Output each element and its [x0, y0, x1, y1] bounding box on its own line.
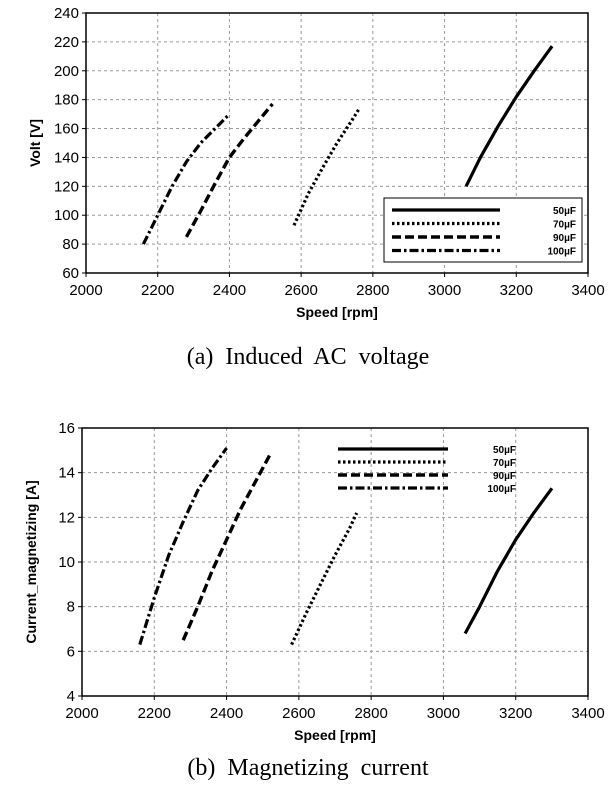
x-tick-label: 2000	[69, 282, 102, 299]
series-line-70uf	[290, 512, 359, 646]
y-tick-label: 4	[67, 688, 75, 705]
x-axis-label: Speed [rpm]	[296, 304, 378, 320]
series-line-100uf	[141, 112, 231, 245]
y-axis-label: Volt [V]	[27, 119, 43, 167]
legend-entry-label: 50µF	[493, 445, 516, 456]
series-line-70uf	[292, 108, 360, 226]
legend-entry-label: 100µF	[487, 484, 516, 495]
x-tick-label: 2200	[138, 705, 171, 722]
caption-a: (a) Induced AC voltage	[186, 344, 430, 370]
legend: 50µF 70µF 90µF 100µF	[338, 445, 516, 495]
x-tick-label: 2800	[354, 705, 387, 722]
x-tick-label: 3000	[428, 282, 461, 299]
y-tick-label: 60	[62, 265, 79, 282]
y-tick-label: 80	[62, 236, 79, 253]
plot-frame	[85, 12, 589, 274]
x-tick-label: 3400	[571, 705, 604, 722]
series-line-50uf	[463, 487, 554, 635]
x-tick-label: 2400	[210, 705, 243, 722]
y-tick-label: 180	[54, 92, 79, 109]
legend-entry-label: 50µF	[553, 206, 576, 217]
x-tick-label: 2400	[213, 282, 246, 299]
x-tick-label: 2600	[282, 705, 315, 722]
y-tick-label: 120	[54, 178, 79, 195]
legend-entry-label: 70µF	[553, 220, 576, 231]
y-tick-label: 16	[58, 420, 75, 437]
legend: 50µF 70µF 90µF 100µF	[383, 197, 583, 263]
x-tick-label: 3400	[571, 282, 604, 299]
y-tick-label: 12	[58, 509, 75, 526]
series-line-90uf	[181, 453, 272, 641]
x-tick-label: 2200	[141, 282, 174, 299]
legend-entry-label: 90µF	[553, 233, 576, 244]
y-tick-label: 200	[54, 63, 79, 80]
chart-a-svg: 2000 2200 2400 2600 2800 3000 3200 3400 60 80 100 1…	[27, 5, 605, 320]
y-tick-label: 100	[54, 207, 79, 224]
y-tick-label: 6	[67, 643, 75, 660]
legend-entry-label: 70µF	[493, 458, 516, 469]
x-axis-label: Speed [rpm]	[294, 727, 376, 743]
x-tick-label: 2800	[356, 282, 389, 299]
y-tick-label: 10	[58, 554, 75, 571]
y-tick-label: 8	[67, 599, 75, 616]
y-tick-label: 14	[58, 465, 75, 482]
y-tick-label: 220	[54, 34, 79, 51]
legend-entry-label: 90µF	[493, 471, 516, 482]
legend-entry-label: 100µF	[547, 247, 576, 258]
series-line-50uf	[464, 45, 554, 188]
y-tick-label: 160	[54, 121, 79, 138]
figure-a: 2000 2200 2400 2600 2800 3000 3200 3400 60 80 100 1…	[0, 0, 616, 390]
series-line-90uf	[184, 102, 274, 238]
x-tick-label: 2600	[284, 282, 317, 299]
x-tick-label: 3000	[427, 705, 460, 722]
x-tick-label: 3200	[500, 282, 533, 299]
series-line-100uf	[138, 447, 228, 646]
y-axis-label: Current_magnetizing [A]	[23, 480, 39, 643]
x-tick-label: 2000	[65, 705, 98, 722]
figure-b: 2000 2200 2400 2600 2800 3000 3200 3400 4 6 8 10 12 1…	[0, 405, 616, 810]
chart-b-svg: 2000 2200 2400 2600 2800 3000 3200 3400 4 6 8 10 12 1…	[23, 420, 605, 743]
y-tick-label: 240	[54, 5, 79, 22]
x-tick-label: 3200	[499, 705, 532, 722]
y-tick-label: 140	[54, 149, 79, 166]
caption-b: (b) Magnetizing current	[187, 755, 429, 781]
